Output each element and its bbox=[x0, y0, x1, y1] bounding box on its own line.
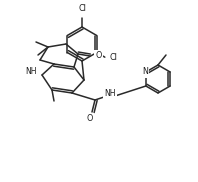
Text: NH: NH bbox=[26, 68, 37, 76]
Text: Cl: Cl bbox=[110, 53, 118, 62]
Text: O: O bbox=[87, 114, 93, 123]
Text: NH: NH bbox=[104, 90, 116, 98]
Text: N: N bbox=[142, 68, 148, 76]
Text: Cl: Cl bbox=[78, 4, 86, 13]
Text: O: O bbox=[95, 52, 101, 60]
